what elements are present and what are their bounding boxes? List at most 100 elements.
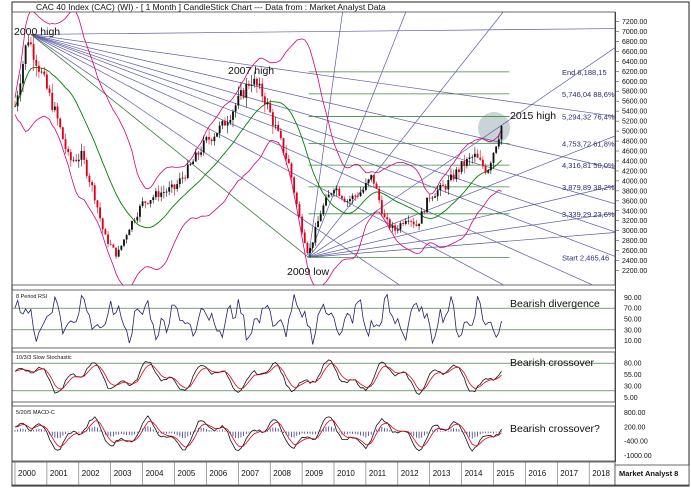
candle-body [277,124,280,131]
candle-body [343,198,346,202]
candle-body [364,183,367,191]
axis-divider [615,12,616,462]
candle-body [489,162,492,171]
candle-body [492,152,495,163]
rsi-title: 8 Period RSI [16,294,48,300]
candle-body [19,83,22,96]
candle-body [232,111,234,120]
rsi-lines [12,293,615,345]
fan-line-from-2000-high [30,34,615,117]
candle-body [367,179,370,184]
candle-body [399,223,402,230]
x-tick-label: 2000 [18,469,36,478]
candle-body [101,218,104,230]
candle-body [229,119,232,123]
indicator-tick-label: 10.00 [624,338,642,345]
candle-body [452,174,455,180]
candle-body [349,199,351,202]
price-tick-label: 3400.00 [622,208,647,215]
candle-body [261,83,264,97]
candle-body [447,179,450,190]
candle-body [234,105,237,112]
candle-body [500,125,503,140]
candle-body [242,90,245,98]
candle-body [125,235,128,240]
candle-body [431,197,434,199]
candle-body [245,83,248,98]
candle-body [168,187,171,192]
candle-body [412,221,415,225]
candle-body [383,213,386,218]
price-tick-label: 5600.00 [622,99,647,106]
candle-body [484,166,487,173]
x-tick-label: 2002 [82,469,100,478]
x-tick-label: 2006 [209,469,227,478]
candle-body [255,78,258,86]
candle-body [282,138,285,153]
stochastic-lines [12,359,615,396]
candle-body [263,96,266,105]
fib-level-label: 3,879,89 38,2% [562,183,615,192]
x-tick-label: 2017 [560,469,578,478]
x-tick-label: 2007 [241,469,259,478]
bollinger-upper [14,12,502,195]
x-tick-label: 2016 [528,469,546,478]
candle-body [107,234,109,244]
price-tick-label: 6600.00 [622,49,647,56]
trend-line-2000-2009 [30,34,309,258]
candle-body [378,188,381,201]
candle-body [149,200,152,204]
candle-body [346,201,349,203]
x-axis: 2000 2001 2002 2003 2004 2005 2006 2007 2008 2009… [11,461,616,486]
rsi-axis: 90.00 70.00 50.00 30.00 10.00 [624,295,642,345]
candle-body [109,243,112,245]
candle-body [314,227,317,243]
indicator-main-line [14,359,502,396]
x-tick-label: 2012 [401,469,419,478]
candle-body [391,225,394,228]
candle-body [274,124,277,126]
candle-body [157,191,160,197]
candle-body [37,65,40,72]
candle-body [426,197,428,213]
fib-labels: End 6,188,15 5,746,04 88,6% 5,294,32 76,4%… [562,68,615,262]
price-tick-label: 3000.00 [622,228,647,235]
candle-body [322,205,325,215]
fib-level-label: 4,753,72 61,8% [562,139,615,148]
fan-line-from-2000-high [30,34,505,285]
candle-body [351,195,354,200]
candle-body [442,184,444,186]
candle-body [450,174,452,180]
candle-body [290,163,293,178]
x-tick-label: 2010 [337,469,355,478]
x-tick-label: 2011 [369,469,387,478]
annotation-2007-high: 2007 high [228,65,274,77]
fan-line-from-2000-high [30,34,615,257]
price-tick-label: 4800.00 [622,139,647,146]
candle-body [51,92,54,110]
x-tick-label: 2003 [114,469,132,478]
candle-body [160,192,163,197]
candles [14,33,503,259]
candle-body [271,112,274,126]
candle-body [287,158,290,164]
candle-body [184,177,187,179]
candle-body [468,157,471,159]
price-tick-label: 6200.00 [622,69,647,76]
candle-body [205,137,208,141]
candle-body [394,225,397,231]
price-tick-label: 7200.00 [622,19,647,26]
rsi-annotation: Bearish divergence [510,298,600,310]
candle-body [423,211,426,213]
candle-body [471,156,474,158]
candle-body [139,205,141,217]
candle-body [362,190,365,193]
x-tick-label: 2009 [305,469,323,478]
candle-body [16,95,19,107]
footer-label: Market Analyst 8 [619,469,678,478]
candle-body [386,217,389,220]
candle-body [77,159,80,162]
chart-title: CAC 40 Index (CAC) (WI) - [ 1 Month ] Ca… [36,2,386,12]
candle-body [30,42,32,45]
